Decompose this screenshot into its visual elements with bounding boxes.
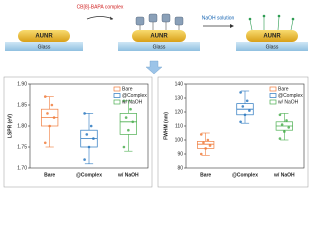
data-point <box>278 137 282 140</box>
legend-label: @Complex <box>278 93 303 99</box>
data-point <box>92 137 95 140</box>
data-point <box>127 128 130 132</box>
data-point <box>285 119 288 122</box>
y-tick-label: 100 <box>175 137 184 143</box>
linkers <box>139 22 180 30</box>
x-tick-label: Bare <box>200 172 211 178</box>
y-tick-label: 1.80 <box>17 123 27 129</box>
nanorod <box>132 30 186 42</box>
y-tick-label: 1.85 <box>17 102 27 108</box>
x-tick-label: @Complex <box>232 172 258 178</box>
data-point <box>206 138 210 142</box>
data-point <box>202 141 205 145</box>
nanorod <box>18 30 70 42</box>
y-tick-label: 80 <box>177 165 183 171</box>
data-point <box>199 133 203 136</box>
data-point <box>83 158 86 161</box>
data-point <box>129 107 132 111</box>
panel-frame <box>157 76 309 188</box>
legend-label: Bare <box>278 86 289 92</box>
arrow <box>86 16 114 20</box>
legend-swatch <box>113 86 121 92</box>
data-point <box>287 126 291 129</box>
particle-label: AUNR <box>150 34 168 40</box>
y-tick-label: 1.90 <box>17 81 27 87</box>
panel-frame <box>3 76 153 188</box>
y-axis-label: FWHM (nm) <box>163 112 169 140</box>
substrate-label: Glass <box>38 44 51 50</box>
data-point <box>85 133 89 136</box>
data-point <box>124 116 128 119</box>
complex-icons <box>135 13 184 26</box>
y-tick-label: 140 <box>175 81 184 87</box>
data-point <box>241 105 245 108</box>
data-point <box>204 147 207 150</box>
substrate-label: Glass <box>153 44 166 50</box>
y-tick-label: 120 <box>175 109 184 115</box>
particle-label: AUNR <box>263 34 281 40</box>
box <box>119 113 137 135</box>
substrate-label: Glass <box>266 44 279 50</box>
x-tick-label: w/ NaOH <box>273 172 295 178</box>
data-point <box>43 141 47 145</box>
legend-swatch <box>113 99 121 105</box>
arrowhead <box>110 16 113 20</box>
data-point <box>245 99 249 103</box>
y-tick-label: 90 <box>177 151 183 157</box>
x-tick-label: @Complex <box>76 172 102 178</box>
x-tick-label: w/ NaOH <box>117 172 139 178</box>
legend-swatch <box>113 93 121 98</box>
y-tick-label: 1.70 <box>17 165 27 171</box>
data-point <box>122 99 126 103</box>
data-point <box>239 91 242 94</box>
data-point <box>280 123 284 126</box>
data-point <box>283 130 286 133</box>
legend-label: w/ NaOH <box>278 99 299 105</box>
nanorod <box>246 30 298 42</box>
y-axis-label: LSPR (eV) <box>7 114 13 139</box>
legend-swatch <box>269 99 277 105</box>
data-point <box>243 113 247 117</box>
glass-slab <box>236 42 308 51</box>
data-point <box>278 113 282 117</box>
arrow-label: CB[8]-BAPA complex <box>77 4 124 10</box>
data-point <box>131 120 135 124</box>
data-point <box>52 116 56 119</box>
data-point <box>83 112 86 115</box>
legend-label: Bare <box>122 86 133 92</box>
arrowhead <box>230 24 234 28</box>
x-tick-label: Bare <box>44 172 55 178</box>
arrow-label: NaOH solution <box>202 15 235 21</box>
down-arrow <box>145 60 163 75</box>
ligands <box>248 14 295 31</box>
particle-label: AUNR <box>35 34 53 40</box>
legend-swatch <box>269 93 277 98</box>
figure: Glass AUNR CB[8]-BAPA complex Glass AUNR… <box>3 4 309 188</box>
glass-slab <box>118 42 200 51</box>
y-tick-label: 1.75 <box>17 144 27 150</box>
data-point <box>199 152 203 156</box>
data-point <box>43 95 47 98</box>
data-point <box>46 112 49 115</box>
legend-label: w/ NaOH <box>122 99 143 105</box>
glass-slab <box>5 42 83 51</box>
data-point <box>248 109 251 112</box>
data-point <box>87 145 91 149</box>
y-tick-label: 110 <box>175 123 183 129</box>
data-point <box>48 124 51 128</box>
data-point <box>89 124 93 128</box>
y-tick-label: 130 <box>175 95 184 101</box>
data-point <box>50 103 54 107</box>
legend-label: @Complex <box>122 93 147 99</box>
data-point <box>239 120 242 124</box>
legend-swatch <box>269 86 277 92</box>
data-point <box>122 145 126 149</box>
data-point <box>208 144 212 147</box>
